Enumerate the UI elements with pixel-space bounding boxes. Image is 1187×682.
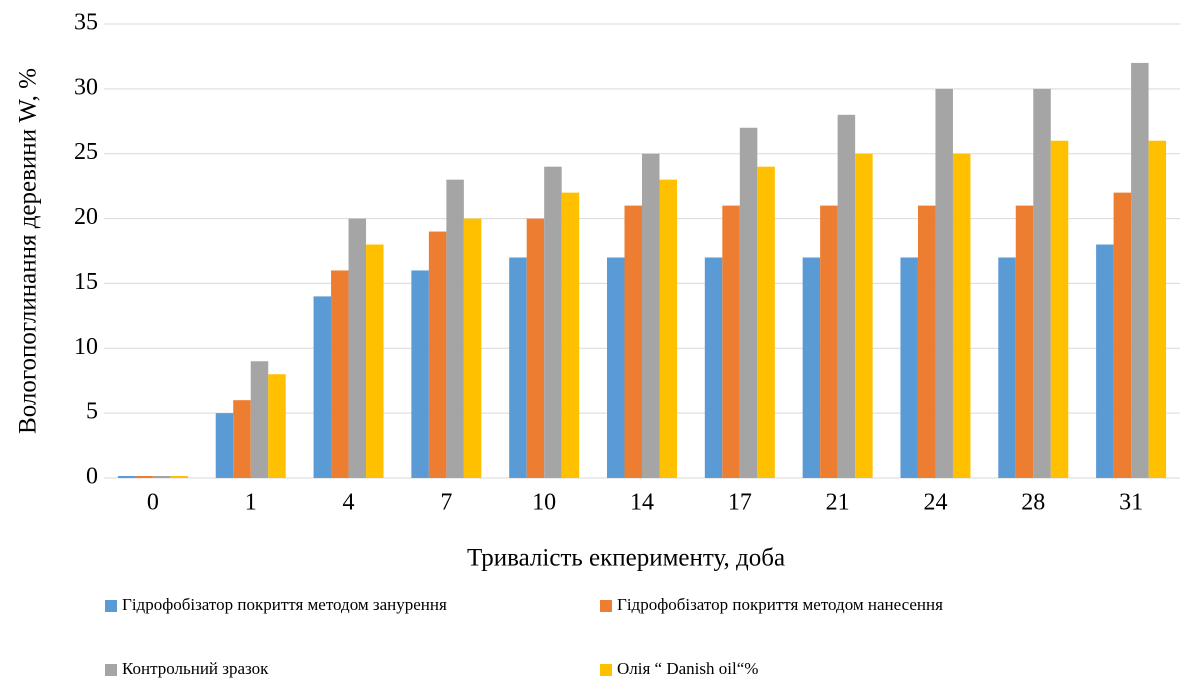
bar	[739, 127, 758, 479]
bar	[250, 361, 269, 478]
bar	[561, 192, 580, 478]
x-tick-label: 21	[826, 490, 850, 516]
bar	[1033, 88, 1051, 478]
bar	[152, 476, 171, 478]
legend-label: Контрольний зразок	[122, 659, 269, 678]
bar	[642, 153, 660, 478]
legend-swatch	[105, 664, 117, 676]
bar	[1131, 62, 1149, 479]
bar	[268, 374, 286, 478]
bar	[837, 114, 856, 479]
x-tick-label: 10	[532, 490, 556, 516]
legend-label: Гідрофобізатор покриття методом нанесенн…	[617, 595, 943, 614]
bar	[757, 166, 775, 478]
bar	[1096, 244, 1114, 478]
legend-swatch	[600, 664, 612, 676]
x-tick-label: 4	[343, 490, 355, 516]
legend-swatch	[600, 600, 612, 612]
x-tick-label: 1	[245, 490, 257, 516]
bar	[935, 88, 953, 478]
bar	[820, 205, 838, 478]
bar	[170, 476, 188, 478]
bar	[135, 476, 153, 478]
x-tick-label: 17	[728, 490, 752, 516]
bar	[1113, 192, 1132, 478]
x-tick-label: 28	[1021, 490, 1045, 516]
bar	[446, 179, 464, 478]
bar	[624, 205, 642, 478]
bar	[855, 153, 873, 478]
bar	[998, 257, 1016, 478]
legend-label: Гідрофобізатор покриття методом зануренн…	[122, 595, 447, 614]
y-tick-label: 25	[74, 139, 98, 165]
legend-label: Олія “ Danish oil“%	[617, 659, 758, 678]
bar	[463, 218, 482, 479]
bar	[428, 231, 447, 478]
y-tick-label: 20	[74, 204, 98, 230]
bar	[331, 270, 349, 478]
x-tick-label: 7	[440, 490, 452, 516]
bar	[411, 270, 429, 478]
y-tick-label: 30	[74, 74, 98, 100]
bar	[117, 476, 136, 478]
x-tick-label: 14	[630, 490, 654, 516]
bar	[215, 413, 234, 478]
x-axis-title: Тривалість екперименту, доба	[467, 545, 785, 572]
bar	[526, 218, 545, 479]
x-tick-label: 0	[147, 490, 159, 516]
bar	[544, 166, 562, 478]
y-tick-label: 10	[74, 334, 98, 360]
bar	[313, 296, 332, 478]
bar	[952, 153, 971, 478]
bar	[233, 400, 251, 478]
bar	[1148, 140, 1167, 478]
bar	[722, 205, 740, 478]
legend-swatch	[105, 600, 117, 612]
y-tick-label: 5	[86, 399, 98, 425]
bar	[704, 257, 723, 478]
bar	[348, 218, 367, 479]
bar	[1050, 140, 1069, 478]
bar	[659, 179, 677, 478]
y-tick-label: 35	[74, 10, 98, 36]
bar	[366, 244, 384, 478]
bar	[1015, 205, 1034, 478]
bar	[900, 257, 918, 478]
y-tick-label: 0	[86, 464, 98, 490]
y-tick-label: 15	[74, 269, 98, 295]
bar	[607, 257, 625, 478]
bar	[917, 205, 936, 478]
y-axis-title: Вологопоглинання деревини W, %	[15, 68, 42, 434]
bar	[802, 257, 821, 478]
x-tick-label: 24	[923, 490, 947, 516]
x-tick-label: 31	[1119, 490, 1143, 516]
bar	[509, 257, 527, 478]
